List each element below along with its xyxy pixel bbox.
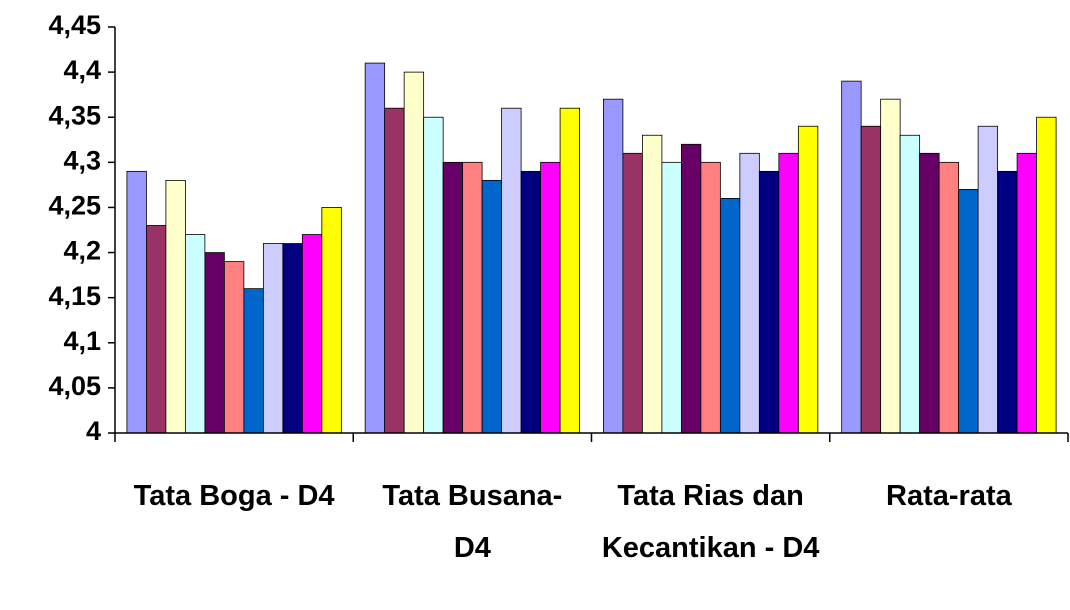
bar (462, 161, 483, 434)
bar (146, 225, 167, 434)
bar (559, 107, 580, 434)
bar (841, 80, 862, 434)
bar (301, 234, 323, 434)
bar (778, 152, 799, 434)
y-tick-label: 4,25 (48, 191, 101, 221)
bar (641, 134, 663, 434)
bar (880, 98, 901, 434)
x-tick-label: Rata-rata (886, 480, 1012, 512)
x-tick-label: Tata Busana- D4 (382, 480, 563, 564)
bar (262, 243, 284, 434)
bar (899, 134, 921, 434)
bar (540, 161, 561, 434)
bar (719, 198, 741, 434)
y-tick-label: 4,2 (63, 236, 101, 266)
bar (520, 170, 542, 434)
bar (938, 161, 960, 434)
y-tick-label: 4,05 (48, 371, 101, 401)
bar (165, 179, 186, 434)
bar (481, 179, 503, 434)
bar (997, 170, 1018, 434)
x-tick-label: Tata Rias dan Kecantikan - D4 (601, 480, 820, 564)
bar (223, 261, 245, 434)
bar (384, 107, 405, 434)
bar (860, 125, 882, 434)
bar (977, 125, 999, 434)
bar (739, 152, 760, 434)
bar (423, 116, 444, 434)
bar (622, 152, 643, 434)
y-tick-label: 4,3 (63, 145, 101, 175)
y-tick-label: 4,1 (63, 326, 101, 356)
bar (364, 62, 386, 434)
bar (661, 161, 682, 434)
bar (243, 288, 264, 434)
bar (603, 98, 624, 434)
bar (501, 107, 522, 434)
bar (204, 252, 225, 434)
y-tick-label: 4,15 (48, 281, 101, 311)
bar (1036, 116, 1057, 434)
bar (758, 170, 780, 434)
bar (126, 170, 147, 434)
y-tick-label: 4,4 (63, 55, 101, 85)
y-tick-label: 4 (86, 416, 101, 446)
bar (680, 143, 702, 434)
bar (797, 125, 819, 434)
x-tick-label: Tata Boga - D4 (133, 480, 335, 512)
bar (919, 152, 940, 434)
bar (1016, 152, 1037, 434)
bar (403, 71, 425, 434)
bar (321, 207, 342, 434)
bar (442, 161, 464, 434)
y-tick-label: 4,45 (48, 10, 101, 40)
bar (700, 161, 721, 434)
bar (958, 188, 979, 434)
y-tick-label: 4,35 (48, 100, 101, 130)
bar (184, 234, 206, 434)
bar (282, 243, 303, 434)
